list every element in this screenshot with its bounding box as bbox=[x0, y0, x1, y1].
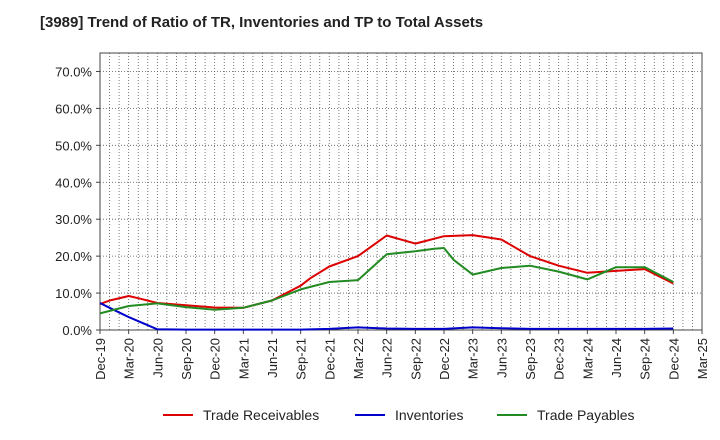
x-tick-label: Dec-20 bbox=[208, 338, 223, 380]
y-tick-label: 0.0% bbox=[62, 323, 92, 338]
legend: Trade Receivables Inventories Trade Paya… bbox=[0, 405, 720, 425]
y-tick-label: 70.0% bbox=[55, 64, 92, 79]
x-tick-label: Sep-22 bbox=[408, 338, 423, 380]
x-tick-label: Mar-21 bbox=[236, 338, 251, 379]
series-layer bbox=[99, 234, 674, 331]
x-tick-label: Jun-24 bbox=[609, 338, 624, 378]
chart-title: [3989] Trend of Ratio of TR, Inventories… bbox=[40, 14, 484, 31]
legend-item-trade-payables: Trade Payables bbox=[497, 405, 635, 425]
legend-label-trade-payables: Trade Payables bbox=[537, 407, 635, 423]
x-tick-label: Sep-24 bbox=[638, 338, 653, 380]
x-tick-label: Mar-23 bbox=[466, 338, 481, 379]
legend-item-trade-receivables: Trade Receivables bbox=[163, 405, 319, 425]
x-tick-label: Dec-19 bbox=[93, 338, 108, 380]
legend-item-inventories: Inventories bbox=[355, 405, 463, 425]
y-tick-label: 60.0% bbox=[55, 101, 92, 116]
x-tick-label: Dec-22 bbox=[437, 338, 452, 380]
series-line-inventories bbox=[99, 302, 674, 331]
y-tick-label: 20.0% bbox=[55, 249, 92, 264]
x-tick-label: Dec-21 bbox=[322, 338, 337, 380]
x-tick-label: Jun-20 bbox=[150, 338, 165, 378]
x-tick-label: Sep-23 bbox=[523, 338, 538, 380]
x-tick-label: Mar-22 bbox=[351, 338, 366, 379]
y-tick-label: 30.0% bbox=[55, 212, 92, 227]
x-tick-label: Dec-23 bbox=[552, 338, 567, 380]
legend-label-inventories: Inventories bbox=[395, 407, 464, 423]
x-tick-label: Sep-20 bbox=[179, 338, 194, 380]
grid-layer bbox=[100, 53, 702, 330]
legend-swatch-trade-payables bbox=[497, 414, 527, 416]
series-line-trade-payables bbox=[99, 247, 674, 315]
x-tick-label: Mar-20 bbox=[122, 338, 137, 379]
x-tick-label: Jun-23 bbox=[494, 338, 509, 378]
x-tick-label: Jun-22 bbox=[380, 338, 395, 378]
tick-layer: 0.0% 10.0% 20.0% 30.0% 40.0% 50.0% 60.0% 70.0% D… bbox=[55, 64, 710, 379]
x-tick-label: Jun-21 bbox=[265, 338, 280, 378]
axis-layer bbox=[96, 52, 703, 334]
x-tick-label: Sep-21 bbox=[294, 338, 309, 380]
x-tick-label: Dec-24 bbox=[666, 338, 681, 380]
legend-label-trade-receivables: Trade Receivables bbox=[203, 407, 320, 423]
x-tick-label: Mar-25 bbox=[695, 338, 710, 379]
x-tick-label: Mar-24 bbox=[580, 338, 595, 379]
y-tick-label: 10.0% bbox=[55, 286, 92, 301]
plot-frame bbox=[99, 52, 703, 331]
y-tick-label: 40.0% bbox=[55, 175, 92, 190]
series-line-trade-receivables bbox=[99, 234, 674, 309]
legend-swatch-inventories bbox=[355, 414, 385, 416]
legend-swatch-trade-receivables bbox=[163, 414, 193, 416]
y-tick-label: 50.0% bbox=[55, 138, 92, 153]
